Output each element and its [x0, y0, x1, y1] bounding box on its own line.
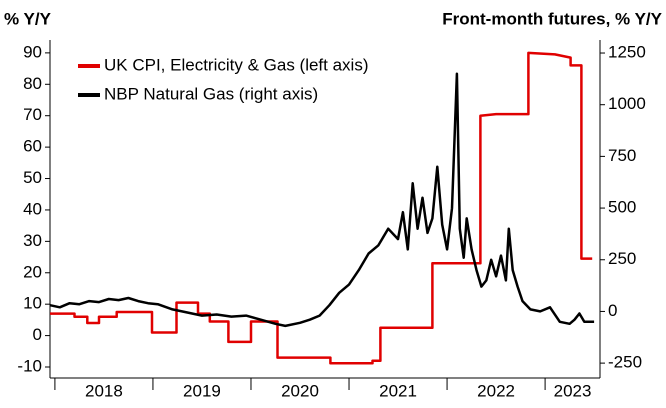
x-tick-label: 2021: [379, 381, 417, 400]
legend-label: NBP Natural Gas (right axis): [104, 84, 318, 103]
y-tick-label: 90: [23, 42, 42, 61]
x-tick-label: 2019: [183, 381, 221, 400]
y2-tick-label: 1000: [608, 94, 646, 113]
y-tick-label: 70: [23, 105, 42, 124]
y2-tick-label: 1250: [608, 43, 646, 62]
y-tick-label: 30: [23, 231, 42, 250]
x-tick-label: 2018: [85, 381, 123, 400]
y-tick-label: 20: [23, 262, 42, 281]
y2-tick-label: 250: [608, 249, 636, 268]
y2-tick-label: 750: [608, 146, 636, 165]
x-tick-label: 2023: [554, 381, 592, 400]
y-tick-label: -10: [17, 356, 42, 375]
x-tick-label: 2022: [477, 381, 515, 400]
y-tick-label: 10: [23, 294, 42, 313]
y-tick-label: 80: [23, 74, 42, 93]
y-tick-label: 60: [23, 137, 42, 156]
legend-label: UK CPI, Electricity & Gas (left axis): [104, 55, 369, 74]
x-tick-label: 2020: [281, 381, 319, 400]
y2-axis-title: Front-month futures, % Y/Y: [442, 9, 662, 28]
y-tick-label: 40: [23, 199, 42, 218]
y-tick-label: 0: [33, 325, 42, 344]
y2-tick-label: -250: [608, 353, 642, 372]
y-axis-title: % Y/Y: [4, 9, 52, 28]
y2-tick-label: 0: [608, 301, 617, 320]
y2-tick-label: 500: [608, 198, 636, 217]
series-line: [49, 72, 595, 328]
y-tick-label: 50: [23, 168, 42, 187]
